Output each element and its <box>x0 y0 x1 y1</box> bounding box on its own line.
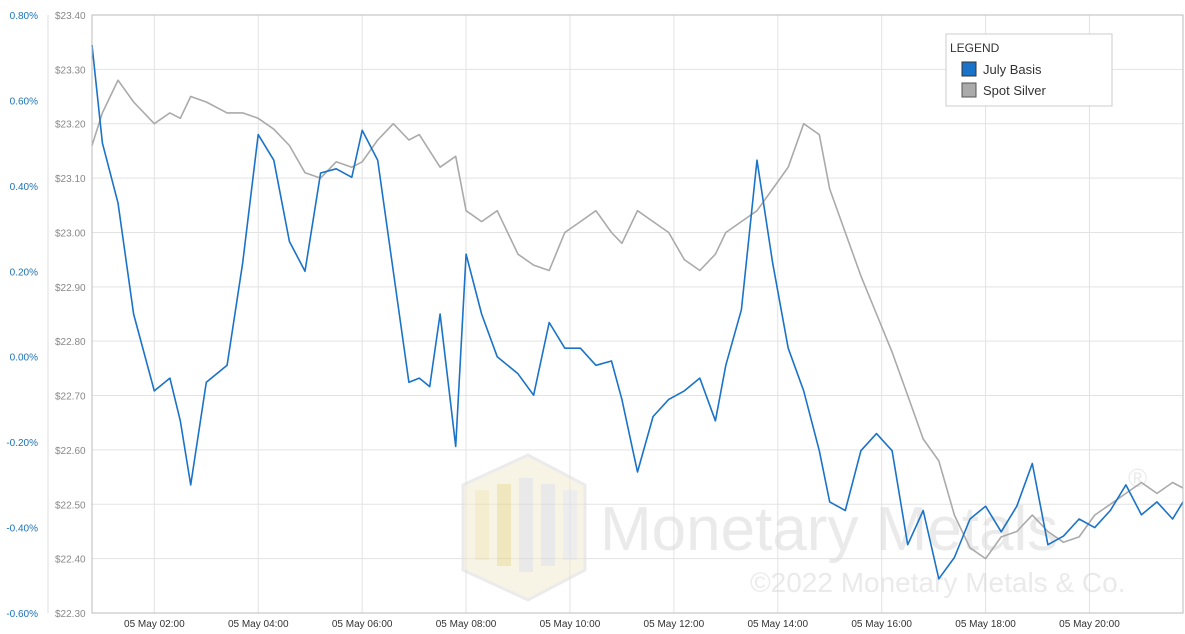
x-tick-label: 05 May 14:00 <box>747 619 808 630</box>
y-left-tick-label: 0.40% <box>10 182 38 193</box>
plot-border <box>91 14 1184 614</box>
watermark-registered: ® <box>1128 463 1147 493</box>
watermark: Monetary Metals ® ©2022 Monetary Metals … <box>461 453 1147 602</box>
series-line-july-basis <box>91 44 1184 580</box>
grid <box>92 14 1183 614</box>
y-left-tick-label: 0.00% <box>10 353 38 364</box>
watermark-brand: Monetary Metals <box>600 495 1058 564</box>
series-line-spot-silver <box>91 79 1184 560</box>
y-left-tick-label: -0.60% <box>6 609 38 620</box>
y-price-tick-label: $23.00 <box>55 228 86 239</box>
legend-swatch-july-basis[interactable] <box>961 61 977 77</box>
legend-swatch-spot-silver[interactable] <box>961 82 977 98</box>
watermark-logo-bar-2 <box>497 484 511 566</box>
y-price-tick-label: $22.30 <box>55 609 86 620</box>
y-price-tick-label: $23.40 <box>55 11 86 22</box>
legend[interactable]: LEGEND July Basis Spot Silver <box>945 33 1113 107</box>
y-left-tick-label: 0.60% <box>10 96 38 107</box>
x-tick-label: 05 May 12:00 <box>644 619 705 630</box>
legend-label-july-basis[interactable]: July Basis <box>983 62 1042 77</box>
y-left-tick-label: 0.20% <box>10 267 38 278</box>
y-price-tick-label: $23.20 <box>55 120 86 131</box>
y-price-tick-label: $22.70 <box>55 392 86 403</box>
y-price-tick-label: $22.90 <box>55 283 86 294</box>
watermark-logo-bar-1 <box>475 490 489 560</box>
x-tick-label: 05 May 18:00 <box>955 619 1016 630</box>
y-price-tick-label: $22.60 <box>55 446 86 457</box>
x-tick-label: 05 May 08:00 <box>436 619 497 630</box>
x-tick-label: 05 May 16:00 <box>851 619 912 630</box>
y-price-tick-label: $22.40 <box>55 555 86 566</box>
legend-title: LEGEND <box>950 41 1000 55</box>
y-price-tick-label: $22.50 <box>55 500 86 511</box>
x-tick-label: 05 May 04:00 <box>228 619 289 630</box>
y-price-tick-label: $23.30 <box>55 65 86 76</box>
x-tick-label: 05 May 20:00 <box>1059 619 1120 630</box>
y-left-tick-label: -0.20% <box>6 438 38 449</box>
axes: 05 May 02:00 05 May 04:00 05 May 06:00 05 M… <box>6 11 1184 630</box>
y-price-tick-label: $22.80 <box>55 337 86 348</box>
watermark-logo-bar-4 <box>541 484 555 566</box>
y-price-tick-label: $23.10 <box>55 174 86 185</box>
y-left-tick-label: 0.80% <box>10 11 38 22</box>
y-left-tick-label: -0.40% <box>6 524 38 535</box>
series-layer <box>91 44 1184 580</box>
legend-label-spot-silver[interactable]: Spot Silver <box>983 83 1047 98</box>
watermark-logo-bar-3 <box>519 478 533 572</box>
watermark-logo-bar-5 <box>563 490 577 560</box>
x-tick-label: 05 May 02:00 <box>124 619 185 630</box>
x-tick-label: 05 May 06:00 <box>332 619 393 630</box>
x-tick-label: 05 May 10:00 <box>540 619 601 630</box>
